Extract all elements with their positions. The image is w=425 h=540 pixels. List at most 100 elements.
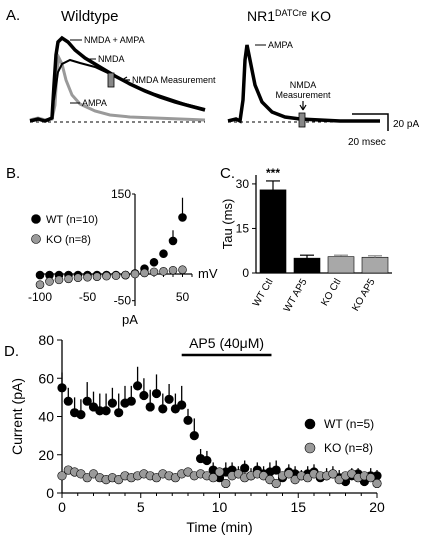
time-data-point: [271, 465, 281, 475]
nmda-measurement-arrow-icon: [121, 76, 130, 84]
iv-data-point: [54, 275, 64, 285]
iv-data-point: [178, 213, 187, 222]
scale-bar-y-label: 20 pA: [393, 119, 419, 130]
tau-y-tick-label: 30: [236, 177, 250, 191]
time-course-chart: 0 5 10 15 20 0 20 40 60 80 Time (min) Current (pA) A…: [9, 332, 385, 535]
tau-category-label: WT Ctl: [251, 277, 276, 309]
tau-y-tick-label: 0: [242, 266, 249, 280]
label-ko-measurement: Measurement: [275, 90, 331, 100]
panel-a: A. Wildtype NR1DATCre KO NMDA + AMPA NMD…: [6, 7, 419, 148]
time-data-point: [133, 381, 143, 391]
time-legend-marker: [304, 442, 316, 454]
time-data-point: [139, 390, 149, 401]
ko-trace-title: NR1DATCre KO: [247, 8, 331, 24]
tau-category-label: KO AP5: [350, 277, 378, 314]
time-x-tick-label: 5: [137, 499, 145, 515]
iv-data-point: [178, 265, 187, 275]
ko-ampa-trace: [227, 44, 380, 124]
time-data-point: [240, 463, 250, 473]
label-nmda-ampa: NMDA + AMPA: [84, 35, 145, 45]
iv-y-tick-label: 150: [111, 187, 131, 201]
iv-data-point: [111, 271, 121, 280]
time-data-point: [145, 402, 155, 412]
time-data-point: [57, 471, 67, 481]
tau-category-label: KO Ctl: [319, 277, 343, 308]
iv-data-point: [45, 277, 54, 286]
time-data-point: [151, 388, 162, 399]
time-data-point: [57, 383, 67, 393]
iv-data-point: [73, 273, 83, 283]
time-data-point: [76, 409, 86, 420]
iv-data-point: [83, 272, 92, 282]
ko-nmda-measurement-marker: [298, 112, 306, 128]
ap5-application-label: AP5 (40μM): [189, 335, 264, 351]
time-data-point: [189, 431, 199, 441]
time-y-tick-label: 40: [38, 409, 54, 425]
time-data-point: [101, 406, 111, 416]
time-y-axis-label: Current (pA): [9, 378, 25, 455]
iv-data-point: [64, 274, 73, 284]
iv-x-tick-label: -50: [79, 290, 97, 304]
label-nmda: NMDA: [98, 54, 125, 64]
iv-legend-marker: [31, 214, 41, 224]
iv-data-point: [102, 271, 111, 281]
wt-traces: NMDA + AMPA NMDA NMDA Measurement AMPA: [29, 35, 216, 123]
time-x-tick-label: 10: [212, 499, 228, 515]
iv-data-point: [35, 280, 45, 289]
iv-series: [35, 197, 187, 289]
panel-b: B. -100 -50 50 150 -50 mV pA WT (n=10) KO (n=8): [6, 165, 218, 327]
tau-bar: [327, 256, 355, 274]
iv-y-tick-label: -50: [114, 294, 132, 308]
iv-x-tick-label: 50: [176, 290, 190, 304]
time-x-axis-label: Time (min): [186, 519, 252, 535]
time-data-point: [208, 473, 218, 483]
label-nmda-measurement: NMDA Measurement: [132, 75, 216, 85]
time-x-tick-label: 15: [290, 499, 306, 515]
tau-significance-label: ***: [266, 166, 280, 180]
time-data-point: [221, 478, 231, 489]
ko-traces: AMPA NMDA Measurement: [227, 40, 380, 128]
time-data-point: [126, 396, 136, 406]
iv-data-point: [121, 270, 130, 280]
time-data-point: [164, 394, 174, 404]
time-legend-marker: [304, 418, 316, 430]
tau-category-label: WT AP5: [282, 277, 310, 314]
time-data-point: [158, 404, 168, 414]
wt-trace-title: Wildtype: [61, 8, 119, 25]
wt-nmda-ampa-trace: [29, 35, 206, 123]
time-data-point: [372, 478, 382, 489]
time-data-point: [328, 469, 338, 479]
panel-c-letter: C.: [220, 165, 235, 182]
time-y-tick-label: 20: [38, 447, 54, 463]
iv-data-point: [130, 269, 140, 279]
scale-bar-x-label: 20 msec: [348, 137, 386, 148]
panel-b-letter: B.: [6, 165, 20, 182]
iv-data-point: [92, 272, 102, 281]
tau-y-axis-label: Tau (ms): [220, 199, 235, 250]
iv-data-point: [35, 270, 45, 280]
iv-data-point: [140, 268, 149, 278]
label-ko-nmda: NMDA: [290, 80, 317, 90]
time-data-point: [366, 473, 376, 483]
iv-data-point: [149, 257, 159, 267]
time-data-point: [214, 467, 225, 477]
tau-bar: [361, 256, 389, 274]
time-legend-label: WT (n=5): [324, 417, 374, 431]
label-ko-ampa: AMPA: [268, 40, 293, 50]
time-data-point: [202, 455, 212, 466]
iv-legend-marker: [31, 234, 41, 244]
time-data-point: [271, 478, 281, 489]
tau-y-tick-label: 15: [236, 221, 250, 235]
time-data-point: [82, 396, 92, 406]
panel-d: D. 0 5 10 15 20 0 20 40 60 80 Time (min) Current (p…: [4, 332, 385, 535]
iv-legend: WT (n=10) KO (n=8): [31, 214, 98, 246]
iv-y-axis-label: pA: [122, 312, 138, 327]
time-x-tick-label: 0: [58, 499, 66, 515]
time-data-point: [114, 408, 124, 418]
time-data-point: [183, 415, 193, 425]
iv-data-point: [159, 267, 168, 276]
iv-data-point: [168, 236, 178, 246]
